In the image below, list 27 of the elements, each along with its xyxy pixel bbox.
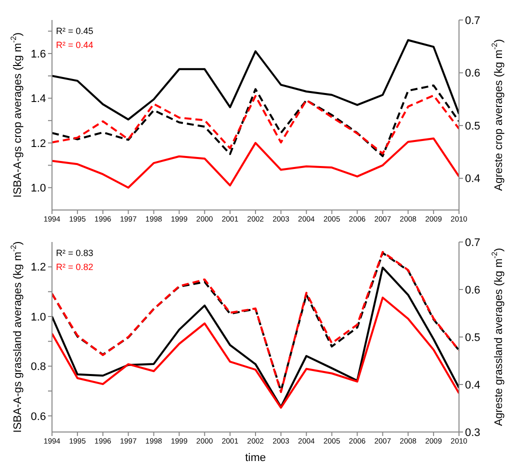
y2-tick-label: 0.4	[465, 173, 480, 186]
y-tick-label: 1.0	[30, 311, 46, 324]
line-series	[52, 296, 459, 409]
line-series	[52, 137, 459, 189]
y2-tick-label: 0.3	[465, 426, 480, 439]
y2-tick-label: 0.7	[465, 236, 480, 249]
line-series	[52, 94, 459, 155]
y2-tick-label: 0.5	[465, 332, 480, 344]
y-tick-label: 1.4	[30, 93, 46, 106]
annotation: R² = 0.44	[56, 40, 94, 50]
y2-tick-label: 0.6	[465, 68, 480, 80]
y2-tick-label: 0.4	[465, 379, 480, 392]
annotation: R² = 0.83	[56, 248, 94, 258]
y-tick-label: 1.2	[30, 262, 46, 274]
annotation: R² = 0.45	[56, 26, 94, 36]
y2-tick-label: 0.5	[465, 120, 480, 132]
y2-tick-label: 0.7	[465, 14, 480, 27]
y-tick-label: 1.0	[30, 182, 46, 195]
x-axis-title: time	[244, 452, 267, 464]
y-tick-label: 0.6	[30, 410, 46, 423]
line-series	[52, 84, 459, 158]
line-series	[52, 39, 459, 120]
y-tick-label: 0.8	[30, 361, 46, 374]
annotation: R² = 0.82	[56, 262, 94, 272]
y2-tick-label: 0.6	[465, 284, 480, 296]
y-tick-label: 1.2	[30, 138, 46, 150]
y-tick-label: 1.6	[30, 48, 46, 60]
